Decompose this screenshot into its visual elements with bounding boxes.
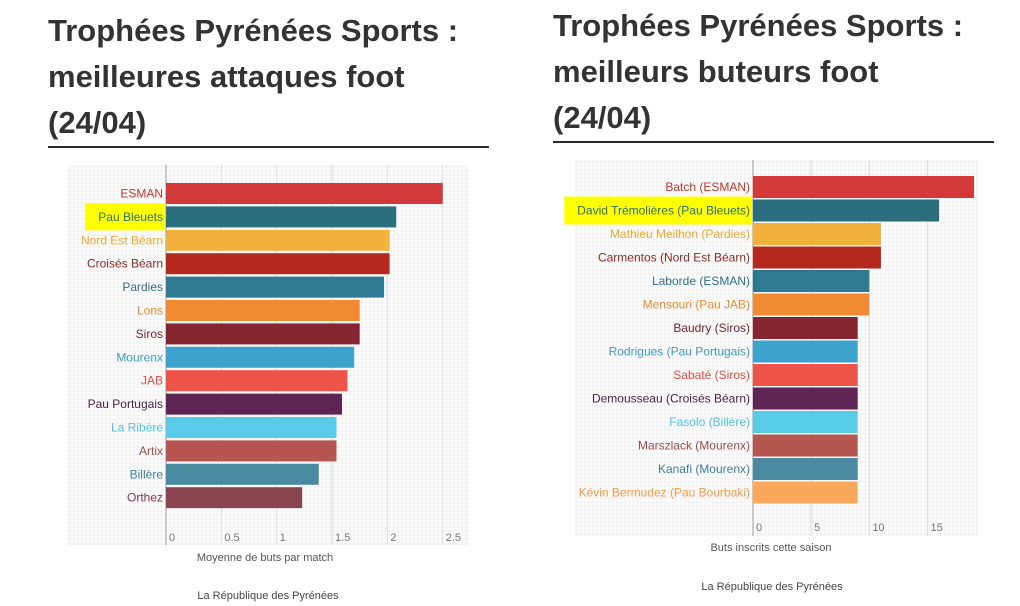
scorers-bar (753, 199, 940, 222)
scorers-title-rule (553, 141, 994, 143)
attacks-title-rule (48, 146, 489, 148)
attacks-category-label: Orthez (127, 491, 163, 505)
scorers-category-label: Demousseau (Croisés Béarn) (592, 392, 750, 406)
attacks-bar (166, 183, 443, 204)
scorers-category-label: Baudry (Siros) (673, 321, 750, 335)
attacks-title-line-1: Trophées Pyrénées Sports : (48, 13, 459, 48)
attacks-tick-label: 1 (280, 532, 286, 544)
scorers-category-label: Rodrigues (Pau Portugais) (609, 345, 750, 359)
attacks-category-label: Artix (139, 444, 163, 458)
scorers-tick-label: 5 (814, 522, 820, 534)
attacks-bar (166, 206, 397, 228)
scorers-bar (753, 270, 870, 292)
scorers-bar (753, 246, 881, 269)
attacks-tick-label: 2 (390, 532, 396, 544)
attacks-category-label: Siros (136, 327, 163, 341)
attacks-source-credit: La République des Pyrénées (197, 590, 339, 602)
attacks-bar (166, 463, 319, 485)
scorers-bar (753, 458, 858, 480)
attacks-bar (166, 323, 360, 345)
scorers-highlight-marker (564, 196, 753, 225)
scorers-category-label: Carmentos (Nord Est Béarn) (598, 251, 750, 265)
attacks-tick-label: 1.5 (335, 532, 350, 544)
attacks-bar (166, 300, 360, 321)
scorers-x-axis-title: Buts inscrits cette saison (710, 542, 831, 554)
scorers-bar (753, 481, 858, 504)
attacks-bar (166, 393, 342, 415)
attacks-category-label: Nord Est Béarn (81, 233, 163, 247)
scorers-tick-label: 0 (756, 522, 762, 534)
attacks-category-label: Mourenx (116, 350, 163, 364)
scorers-source-credit: La République des Pyrénées (701, 581, 843, 593)
attacks-tick-label: 0.5 (224, 532, 239, 544)
attacks-category-label: Croisés Béarn (87, 257, 163, 271)
attacks-bar (166, 440, 337, 462)
scorers-category-label: Kévin Bermudez (Pau Bourbaki) (579, 486, 750, 500)
scorers-category-label: Mensouri (Pau JAB) (643, 298, 750, 312)
attacks-category-label: Lons (137, 304, 163, 318)
scorers-bar (753, 317, 858, 339)
attacks-bar (166, 370, 348, 392)
attacks-x-axis-title: Moyenne de buts par match (197, 552, 333, 564)
scorers-bar (753, 387, 858, 410)
scorers-bar (753, 293, 870, 316)
scorers-title-line-2: meilleurs buteurs foot (553, 54, 879, 89)
scorers-title-line-3: (24/04) (553, 100, 652, 135)
scorers-bar (753, 176, 974, 198)
attacks-bar (166, 276, 385, 298)
attacks-bar (166, 487, 303, 509)
attacks-tick-label: 0 (169, 532, 175, 544)
attacks-title: Trophées Pyrénées Sports : meilleures at… (48, 8, 458, 146)
scorers-bar (753, 434, 858, 457)
scorers-category-label: Mathieu Meilhon (Pardies) (610, 227, 750, 241)
attacks-bar (166, 417, 337, 438)
scorers-tick-label: 15 (930, 522, 942, 534)
scorers-category-label: Kanafi (Mourenx) (658, 462, 750, 476)
attacks-category-label: JAB (141, 374, 163, 388)
scorers-bar (753, 340, 858, 363)
scorers-title-line-1: Trophées Pyrénées Sports : (553, 8, 964, 43)
attacks-highlight-marker (85, 203, 165, 231)
scorers-bar (753, 411, 858, 433)
attacks-category-label: Pardies (122, 280, 163, 294)
scorers-tick-label: 10 (872, 522, 884, 534)
scorers-bar (753, 364, 858, 386)
scorers-category-label: David Trémolières (Pau Bleuets) (577, 204, 750, 218)
scorers-category-label: Sabaté (Siros) (673, 368, 750, 382)
attacks-title-line-3: (24/04) (48, 105, 147, 140)
scorers-bar (753, 223, 881, 245)
attacks-category-label: Pau Bleuets (98, 210, 163, 224)
attacks-bar (166, 346, 355, 368)
attacks-title-line-2: meilleures attaques foot (48, 59, 405, 94)
attacks-category-label: La Ribère (111, 421, 163, 435)
scorers-category-label: Batch (ESMAN) (665, 180, 750, 194)
scorers-category-label: Fasolo (Billère) (669, 415, 750, 429)
attacks-tick-label: 2.5 (446, 532, 461, 544)
scorers-category-label: Marszlack (Mourenx) (638, 439, 750, 453)
attacks-category-label: ESMAN (120, 187, 163, 201)
attacks-category-label: Pau Portugais (88, 397, 163, 411)
attacks-bar (166, 253, 390, 275)
scorers-title: Trophées Pyrénées Sports : meilleurs but… (553, 3, 963, 141)
scorers-category-label: Laborde (ESMAN) (652, 274, 750, 288)
attacks-category-label: Billère (130, 467, 164, 481)
attacks-bar (166, 229, 390, 251)
